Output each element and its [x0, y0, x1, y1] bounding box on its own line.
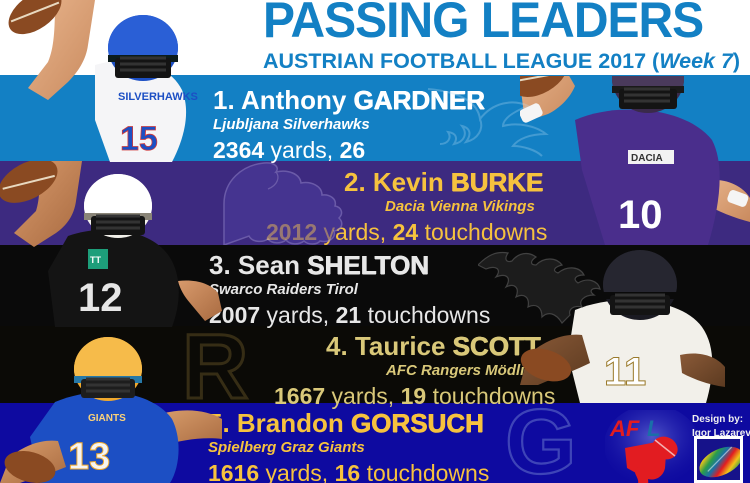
- svg-text:10: 10: [618, 193, 663, 237]
- svg-text:15: 15: [120, 120, 158, 158]
- svg-text:R: R: [182, 330, 248, 406]
- svg-text:11: 11: [604, 350, 646, 394]
- svg-text:L: L: [647, 416, 660, 441]
- svg-text:TT: TT: [90, 255, 101, 265]
- svg-text:SILVERHAWKS: SILVERHAWKS: [118, 91, 198, 103]
- svg-text:AF: AF: [609, 416, 640, 441]
- svg-text:DACIA: DACIA: [631, 153, 663, 164]
- svg-text:13: 13: [68, 436, 110, 478]
- svg-text:GIANTS: GIANTS: [88, 413, 126, 424]
- svg-text:G: G: [505, 405, 577, 483]
- svg-text:12: 12: [78, 276, 123, 320]
